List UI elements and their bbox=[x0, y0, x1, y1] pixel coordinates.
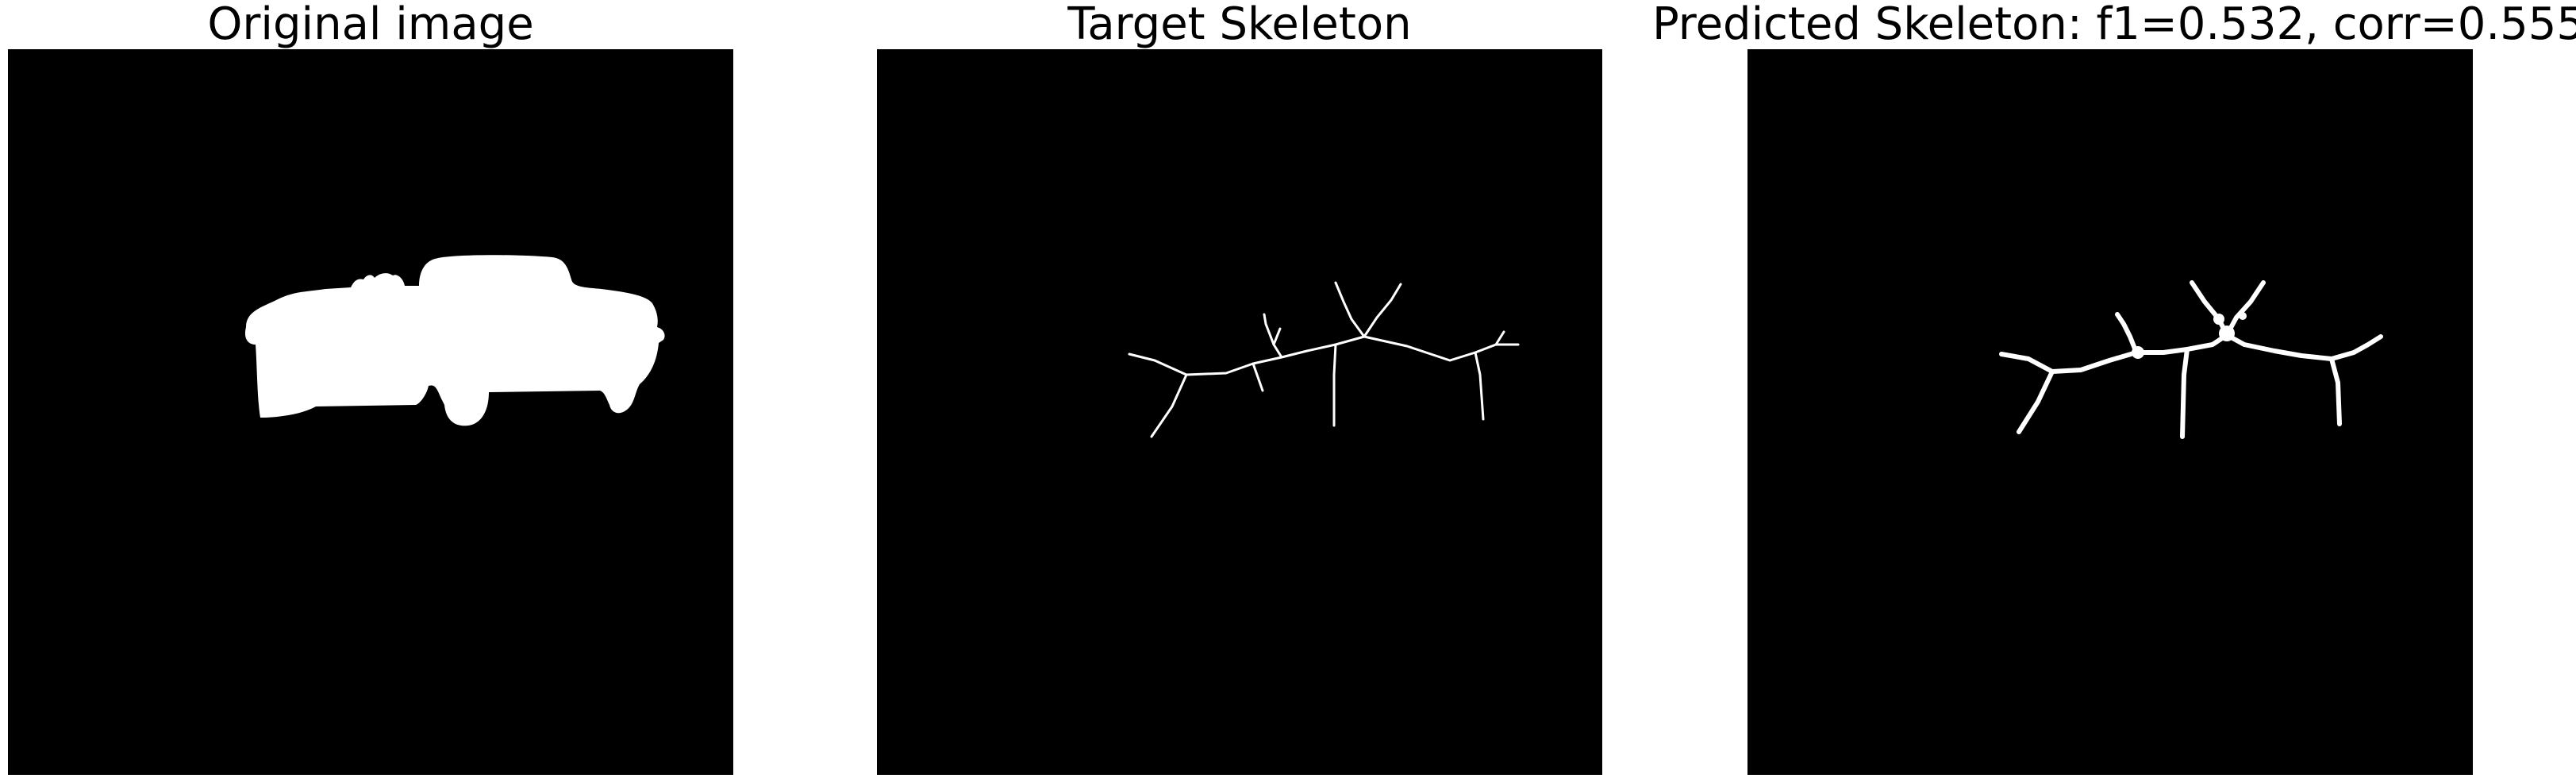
panel-predicted-skeleton: Predicted Skeleton: f1=0.532, corr=0.555 bbox=[1652, 0, 2576, 782]
panel-title: Original image bbox=[207, 0, 534, 50]
target-skeleton-image bbox=[877, 49, 1602, 775]
original-image bbox=[8, 49, 733, 775]
panel-title: Target Skeleton bbox=[1067, 0, 1412, 50]
panel-title: Predicted Skeleton: f1=0.532, corr=0.555 bbox=[1652, 0, 2576, 50]
panel-original: Original image bbox=[8, 0, 733, 782]
truck-silhouette bbox=[8, 49, 733, 775]
panel-target-skeleton: Target Skeleton bbox=[877, 0, 1602, 782]
target-skeleton bbox=[877, 49, 1602, 775]
predicted-skeleton bbox=[1747, 49, 2473, 775]
predicted-skeleton-image bbox=[1747, 49, 2473, 775]
